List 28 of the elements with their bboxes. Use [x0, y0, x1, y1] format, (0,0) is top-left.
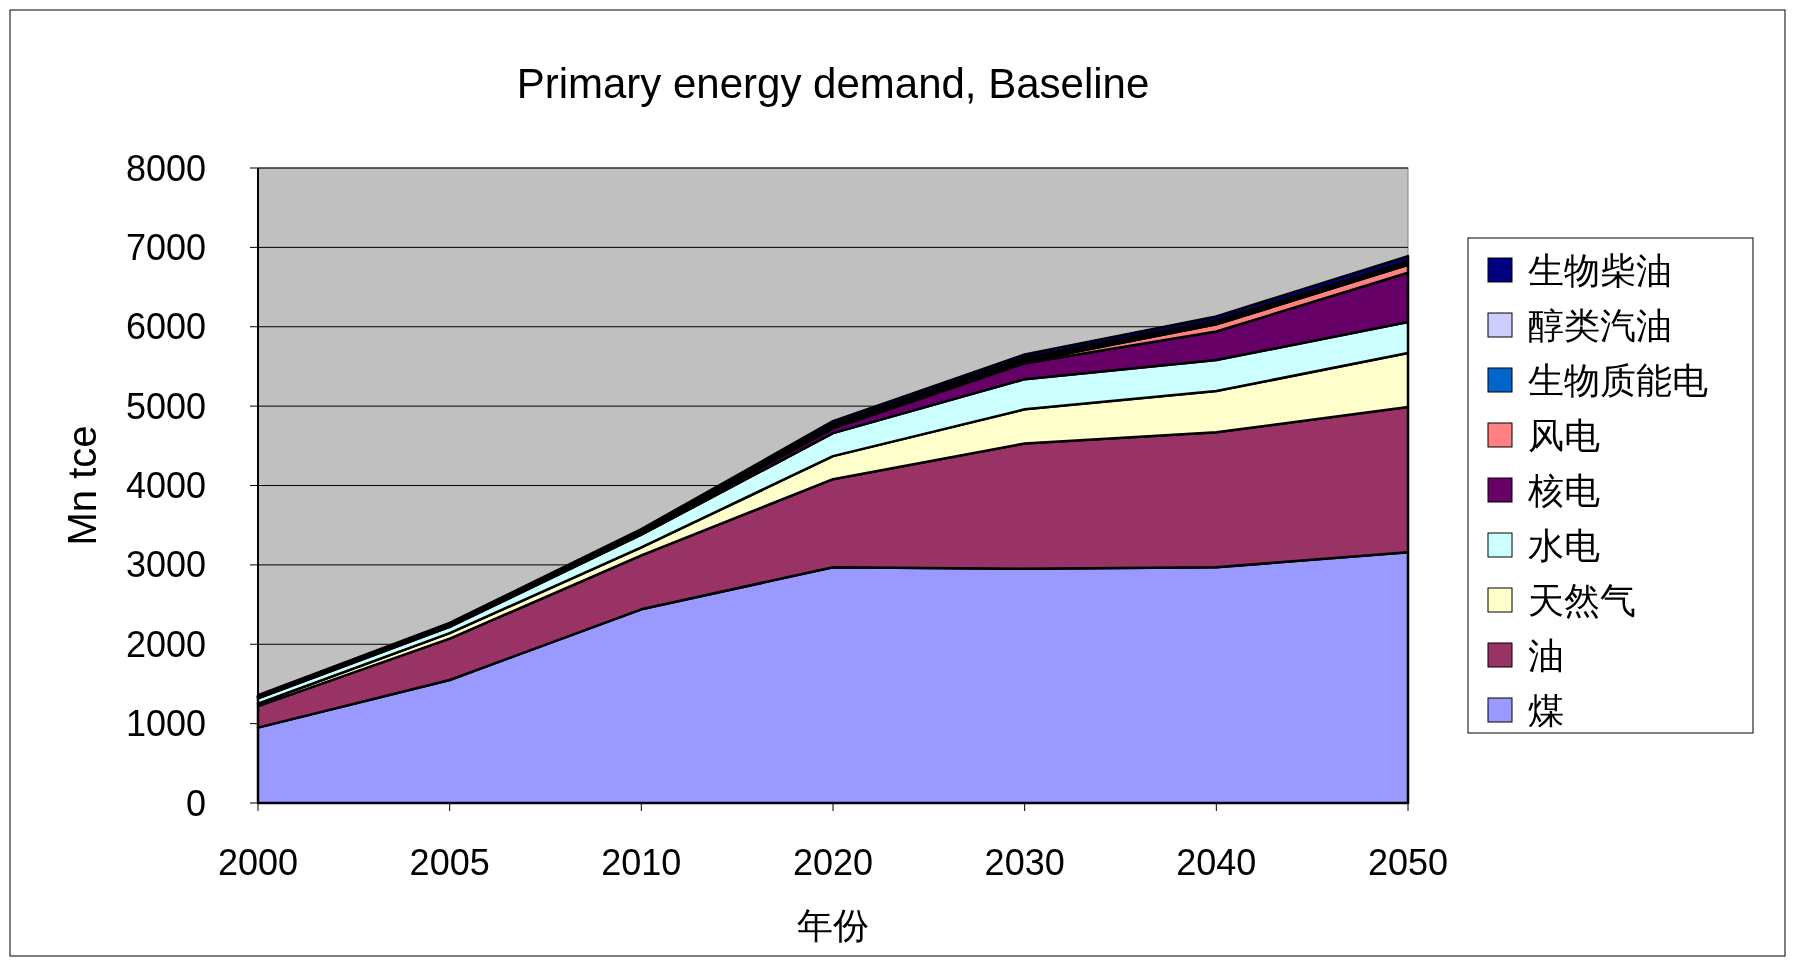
x-tick-label: 2010 — [601, 842, 682, 883]
legend-label: 核电 — [1527, 469, 1600, 511]
legend-label: 水电 — [1528, 524, 1600, 566]
x-tick-label: 2050 — [1367, 842, 1449, 883]
legend-label: 天然气 — [1528, 579, 1636, 621]
y-tick-label: 2000 — [125, 623, 206, 665]
x-tick-label: 2030 — [984, 842, 1065, 883]
x-tick-label: 2040 — [1176, 842, 1257, 883]
y-tick-label: 5000 — [125, 385, 206, 427]
y-tick-label: 7000 — [125, 226, 206, 268]
x-tick-label: 2020 — [792, 842, 874, 883]
y-tick-label: 0 — [185, 782, 206, 824]
legend-label: 生物质能电 — [1528, 359, 1708, 401]
x-tick-label: 2000 — [217, 842, 299, 883]
legend-label: 生物柴油 — [1528, 249, 1672, 291]
y-tick-label: 1000 — [125, 703, 206, 745]
y-tick-label: 4000 — [125, 465, 206, 507]
y-tick-label: 8000 — [125, 147, 206, 189]
legend-label: 油 — [1528, 634, 1564, 676]
chart-title: Primary energy demand, Baseline — [516, 60, 1150, 107]
legend-label: 煤 — [1528, 689, 1564, 731]
y-tick-label: 6000 — [125, 306, 206, 348]
legend-label: 醇类汽油 — [1528, 304, 1672, 346]
legend-label: 风电 — [1528, 414, 1600, 456]
y-tick-label: 3000 — [125, 544, 206, 586]
x-tick-label: 2005 — [409, 842, 490, 883]
y-axis-title: Mn tce — [60, 425, 104, 546]
x-axis-title: 年份 — [797, 905, 869, 946]
